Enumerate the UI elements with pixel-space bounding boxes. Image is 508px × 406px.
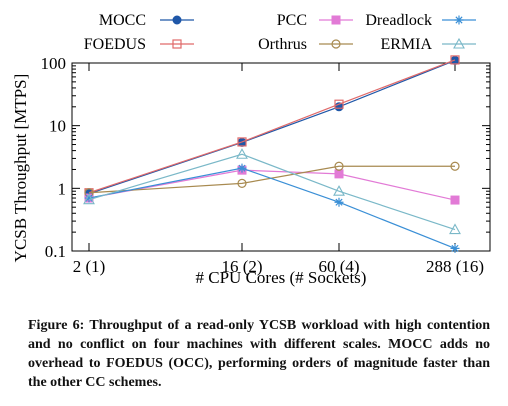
data-point-foedus-shape: [334, 99, 344, 109]
legend-marker-ermia-shape: [453, 37, 465, 49]
data-point-orthrus: [237, 178, 247, 188]
data-point-ermia-shape: [236, 148, 248, 159]
data-point-foedus: [334, 99, 344, 109]
y-tick-label: 10: [49, 117, 66, 136]
data-point-dreadlock: [84, 193, 94, 203]
data-point-ermia: [333, 185, 345, 196]
x-tick-label: 288 (16): [426, 257, 484, 276]
data-point-orthrus: [450, 161, 460, 171]
figure-caption: Figure 6: Throughput of a read-only YCSB…: [28, 318, 490, 390]
x-tick-label: 60 (4): [318, 257, 359, 276]
legend-marker-mocc: [172, 15, 182, 25]
data-point-pcc-shape: [450, 195, 460, 205]
legend-label-orthrus: Orthrus: [258, 36, 307, 53]
data-point-foedus: [450, 55, 460, 65]
legend-marker-foedus-shape: [172, 39, 182, 49]
data-point-dreadlock-shape: [237, 163, 247, 173]
series-line-orthrus: [88, 165, 455, 194]
data-point-ermia-shape: [333, 185, 345, 196]
legend-label-pcc: PCC: [277, 12, 307, 29]
throughput-chart: 0.1 1 10 100 2 (1) 16 (2) 60 (4) 288 (16) MOCC PC…: [11, 12, 491, 287]
series-line-pcc: [88, 169, 456, 201]
data-point-foedus-shape: [450, 55, 460, 65]
legend-marker-ermia: [453, 37, 465, 49]
y-tick-label: 1: [58, 179, 67, 198]
series-line-ermia: [88, 153, 456, 231]
data-point-dreadlock: [237, 163, 247, 173]
legend-marker-orthrus-shape: [331, 39, 341, 49]
data-point-ermia-shape: [83, 193, 95, 205]
legend-label-dreadlock: Dreadlock: [365, 12, 432, 29]
data-point-orthrus-shape: [334, 161, 344, 171]
series-line-dreadlock: [88, 167, 456, 249]
legend-marker-mocc-shape: [172, 15, 182, 25]
data-point-pcc: [334, 169, 344, 179]
data-point-foedus-shape: [237, 137, 247, 147]
plot-frame: [71, 62, 491, 252]
y-axis-label: YCSB Throughput [MTPS]: [11, 73, 30, 263]
legend-marker-orthrus: [331, 39, 341, 49]
x-axis-label: # CPU Cores (# Sockets): [195, 268, 367, 287]
legend-marker-foedus: [172, 39, 182, 49]
data-point-foedus: [237, 137, 247, 147]
data-point-orthrus-shape: [450, 161, 460, 171]
legend-label-foedus: FOEDUS: [84, 36, 146, 53]
data-point-ermia-shape: [449, 223, 461, 235]
data-point-ermia: [83, 193, 95, 205]
data-point-dreadlock: [450, 243, 460, 253]
data-point-dreadlock-shape: [450, 243, 460, 253]
y-tick-label: 0.1: [45, 242, 66, 261]
data-point-orthrus-shape: [237, 178, 247, 188]
data-point-ermia: [449, 223, 461, 235]
data-point-pcc-shape: [334, 169, 344, 179]
legend-marker-pcc-shape: [331, 15, 341, 25]
data-point-orthrus: [334, 161, 344, 171]
data-point-ermia: [236, 148, 248, 159]
series-line-mocc: [88, 59, 456, 195]
legend-label-mocc: MOCC: [99, 12, 146, 29]
legend-marker-dreadlock-shape: [454, 15, 464, 25]
x-tick-label: 16 (2): [221, 257, 262, 276]
legend-marker-dreadlock: [454, 15, 464, 25]
y-tick-label: 100: [41, 54, 67, 73]
data-point-dreadlock: [334, 197, 344, 207]
legend-marker-pcc: [331, 15, 341, 25]
data-point-dreadlock-shape: [334, 197, 344, 207]
data-point-pcc: [450, 195, 460, 205]
legend-label-ermia: ERMIA: [380, 36, 432, 53]
series-line-foedus: [88, 59, 456, 194]
x-tick-label: 2 (1): [73, 257, 106, 276]
chart-canvas: 0.1 1 10 100 2 (1) 16 (2) 60 (4) 288 (16) MOCC PC…: [41, 12, 491, 276]
data-point-dreadlock-shape: [84, 193, 94, 203]
